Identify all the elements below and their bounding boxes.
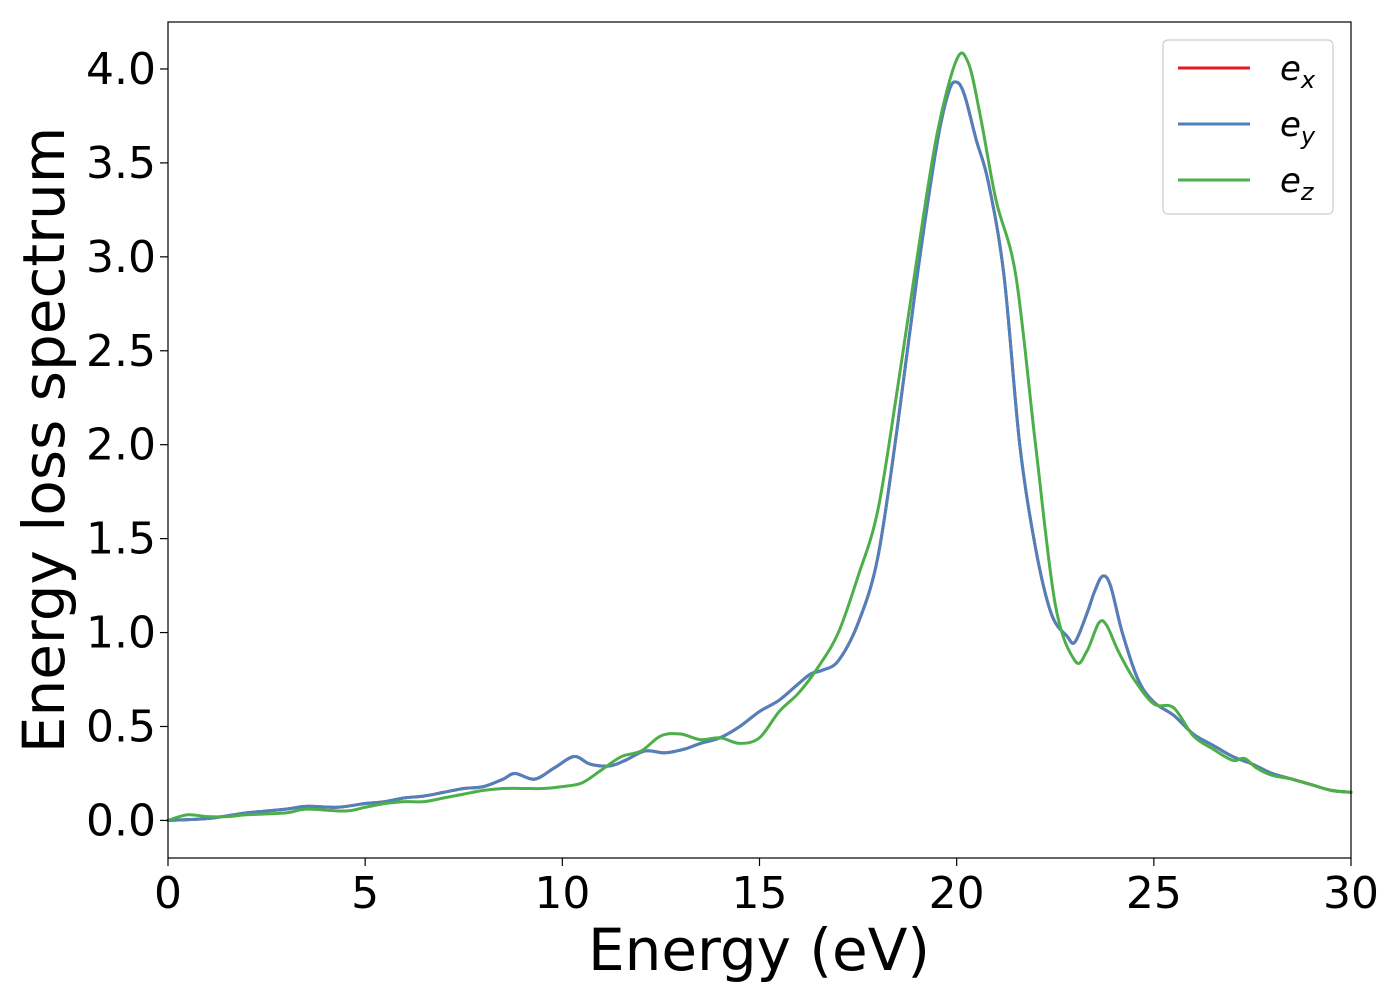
y-axis-title: Energy loss spectrum: [10, 127, 78, 753]
series-line-y: [166, 80, 1353, 822]
x-tick-label: 5: [351, 868, 379, 919]
y-axis-ticks: 0.0 0.5 1.0 1.5 2.0 2.5 3.0 3.5 4.0: [86, 44, 168, 846]
y-tick-label: 2.0: [86, 420, 156, 471]
y-tick-label: 2.5: [86, 326, 156, 377]
x-tick-label: 15: [732, 868, 788, 919]
y-tick-label: 4.0: [86, 44, 156, 95]
x-tick-label: 30: [1323, 868, 1379, 919]
y-tick-label: 3.5: [86, 138, 156, 189]
y-tick-label: 3.0: [86, 232, 156, 283]
series-layer: [166, 51, 1353, 822]
x-tick-label: 25: [1126, 868, 1182, 919]
y-tick-label: 1.5: [86, 514, 156, 565]
y-tick-label: 0.0: [86, 795, 156, 846]
x-axis-ticks: 0 5 10 15 20 25 30: [154, 858, 1379, 919]
x-tick-label: 10: [534, 868, 590, 919]
legend-box: [1162, 39, 1334, 215]
x-axis-title: Energy (eV): [588, 916, 930, 984]
series-line-z: [166, 51, 1353, 822]
y-tick-label: 1.0: [86, 608, 156, 659]
x-tick-label: 0: [154, 868, 182, 919]
x-tick-label: 20: [929, 868, 985, 919]
y-tick-label: 0.5: [86, 701, 156, 752]
